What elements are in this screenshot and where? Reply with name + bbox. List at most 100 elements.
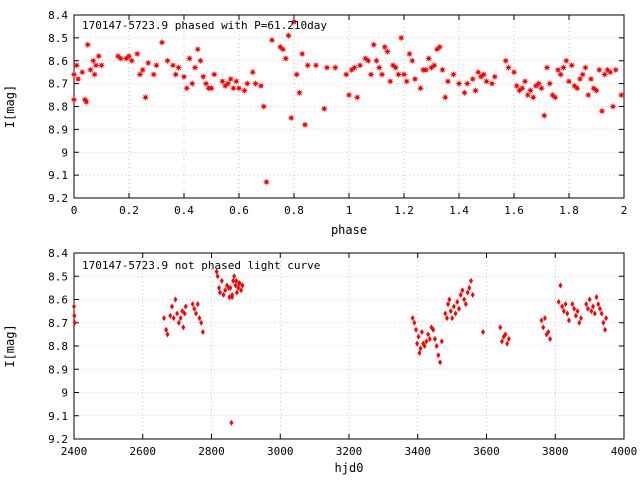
y-tick-label: 9.2 bbox=[48, 433, 68, 446]
data-point bbox=[171, 315, 176, 322]
y-tick-label: 8.9 bbox=[48, 123, 68, 136]
x-axis-label: hjd0 bbox=[335, 461, 364, 475]
data-point bbox=[584, 301, 589, 308]
data-point bbox=[117, 54, 125, 63]
data-point bbox=[392, 64, 400, 72]
data-point bbox=[411, 75, 419, 83]
data-point bbox=[215, 273, 220, 280]
data-point bbox=[200, 329, 205, 336]
data-point bbox=[502, 57, 510, 65]
data-point bbox=[417, 349, 422, 356]
data-point bbox=[183, 84, 191, 92]
data-point bbox=[240, 86, 249, 95]
data-point bbox=[298, 50, 306, 58]
x-tick-label: 0.8 bbox=[284, 204, 304, 217]
data-point bbox=[234, 289, 239, 296]
data-point bbox=[453, 310, 458, 317]
data-point bbox=[234, 277, 239, 284]
data-point bbox=[430, 61, 438, 69]
x-tick-label: 0.4 bbox=[174, 204, 194, 217]
y-tick-label: 8.5 bbox=[48, 32, 68, 45]
x-tick-label: 3600 bbox=[473, 445, 500, 458]
data-point bbox=[70, 70, 78, 79]
data-point bbox=[426, 331, 431, 338]
data-point bbox=[542, 315, 547, 322]
data-point bbox=[210, 70, 218, 79]
data-point bbox=[370, 41, 378, 49]
data-point bbox=[556, 298, 561, 305]
data-point bbox=[150, 70, 158, 79]
y-tick-label: 8.7 bbox=[48, 317, 68, 330]
data-point bbox=[584, 91, 592, 99]
data-point bbox=[72, 319, 77, 326]
data-point bbox=[567, 317, 571, 324]
data-point bbox=[579, 70, 587, 79]
data-point bbox=[158, 38, 166, 47]
plot-frame bbox=[73, 14, 625, 199]
data-point bbox=[260, 102, 268, 111]
data-point bbox=[579, 315, 584, 322]
data-point bbox=[72, 312, 77, 319]
data-point bbox=[491, 73, 499, 81]
data-point bbox=[175, 310, 180, 317]
data-point bbox=[235, 84, 243, 92]
data-point bbox=[444, 77, 452, 85]
data-point bbox=[448, 308, 453, 315]
data-point bbox=[506, 336, 511, 343]
data-point bbox=[565, 77, 573, 85]
data-point bbox=[563, 301, 568, 308]
data-point bbox=[575, 308, 580, 315]
data-point bbox=[617, 91, 625, 99]
y-tick-label: 9.2 bbox=[48, 192, 68, 205]
data-point bbox=[482, 77, 491, 85]
y-tick-label: 8.6 bbox=[48, 55, 68, 68]
data-point bbox=[471, 86, 480, 95]
data-point bbox=[323, 64, 331, 72]
data-point bbox=[191, 64, 199, 72]
data-point bbox=[412, 319, 417, 326]
data-point bbox=[612, 66, 620, 74]
data-point bbox=[240, 282, 245, 289]
data-point bbox=[172, 70, 180, 79]
data-point bbox=[383, 48, 392, 56]
y-axis-label: I[mag] bbox=[3, 324, 17, 367]
data-point bbox=[164, 326, 169, 333]
data-point bbox=[364, 57, 372, 65]
data-point bbox=[415, 340, 420, 347]
data-point bbox=[173, 296, 178, 303]
data-point bbox=[162, 315, 167, 322]
data-point bbox=[449, 70, 458, 79]
data-point bbox=[136, 70, 144, 79]
data-point bbox=[304, 61, 312, 69]
data-point bbox=[499, 338, 504, 345]
data-point bbox=[480, 70, 488, 79]
data-point bbox=[419, 329, 424, 336]
data-point bbox=[223, 287, 228, 294]
data-point bbox=[441, 93, 449, 101]
data-point bbox=[232, 273, 237, 280]
data-point bbox=[431, 326, 436, 333]
plot-frame bbox=[73, 252, 625, 440]
data-point bbox=[72, 303, 76, 310]
data-point bbox=[405, 50, 414, 58]
data-point bbox=[320, 105, 328, 113]
data-point bbox=[92, 61, 100, 69]
data-point bbox=[86, 66, 95, 74]
data-point bbox=[82, 98, 90, 106]
data-point bbox=[182, 310, 187, 317]
data-point bbox=[535, 80, 543, 88]
data-point bbox=[604, 315, 609, 322]
data-point bbox=[546, 80, 554, 88]
data-point bbox=[207, 84, 216, 92]
data-point bbox=[540, 112, 548, 120]
data-point bbox=[230, 294, 235, 301]
data-point bbox=[488, 80, 496, 88]
data-point bbox=[572, 305, 577, 312]
data-point bbox=[543, 64, 551, 72]
data-point bbox=[290, 18, 298, 26]
y-tick-label: 8.4 bbox=[48, 247, 68, 260]
data-point bbox=[217, 284, 222, 291]
data-point bbox=[438, 359, 443, 366]
data-point bbox=[128, 57, 136, 65]
data-point bbox=[446, 301, 450, 308]
